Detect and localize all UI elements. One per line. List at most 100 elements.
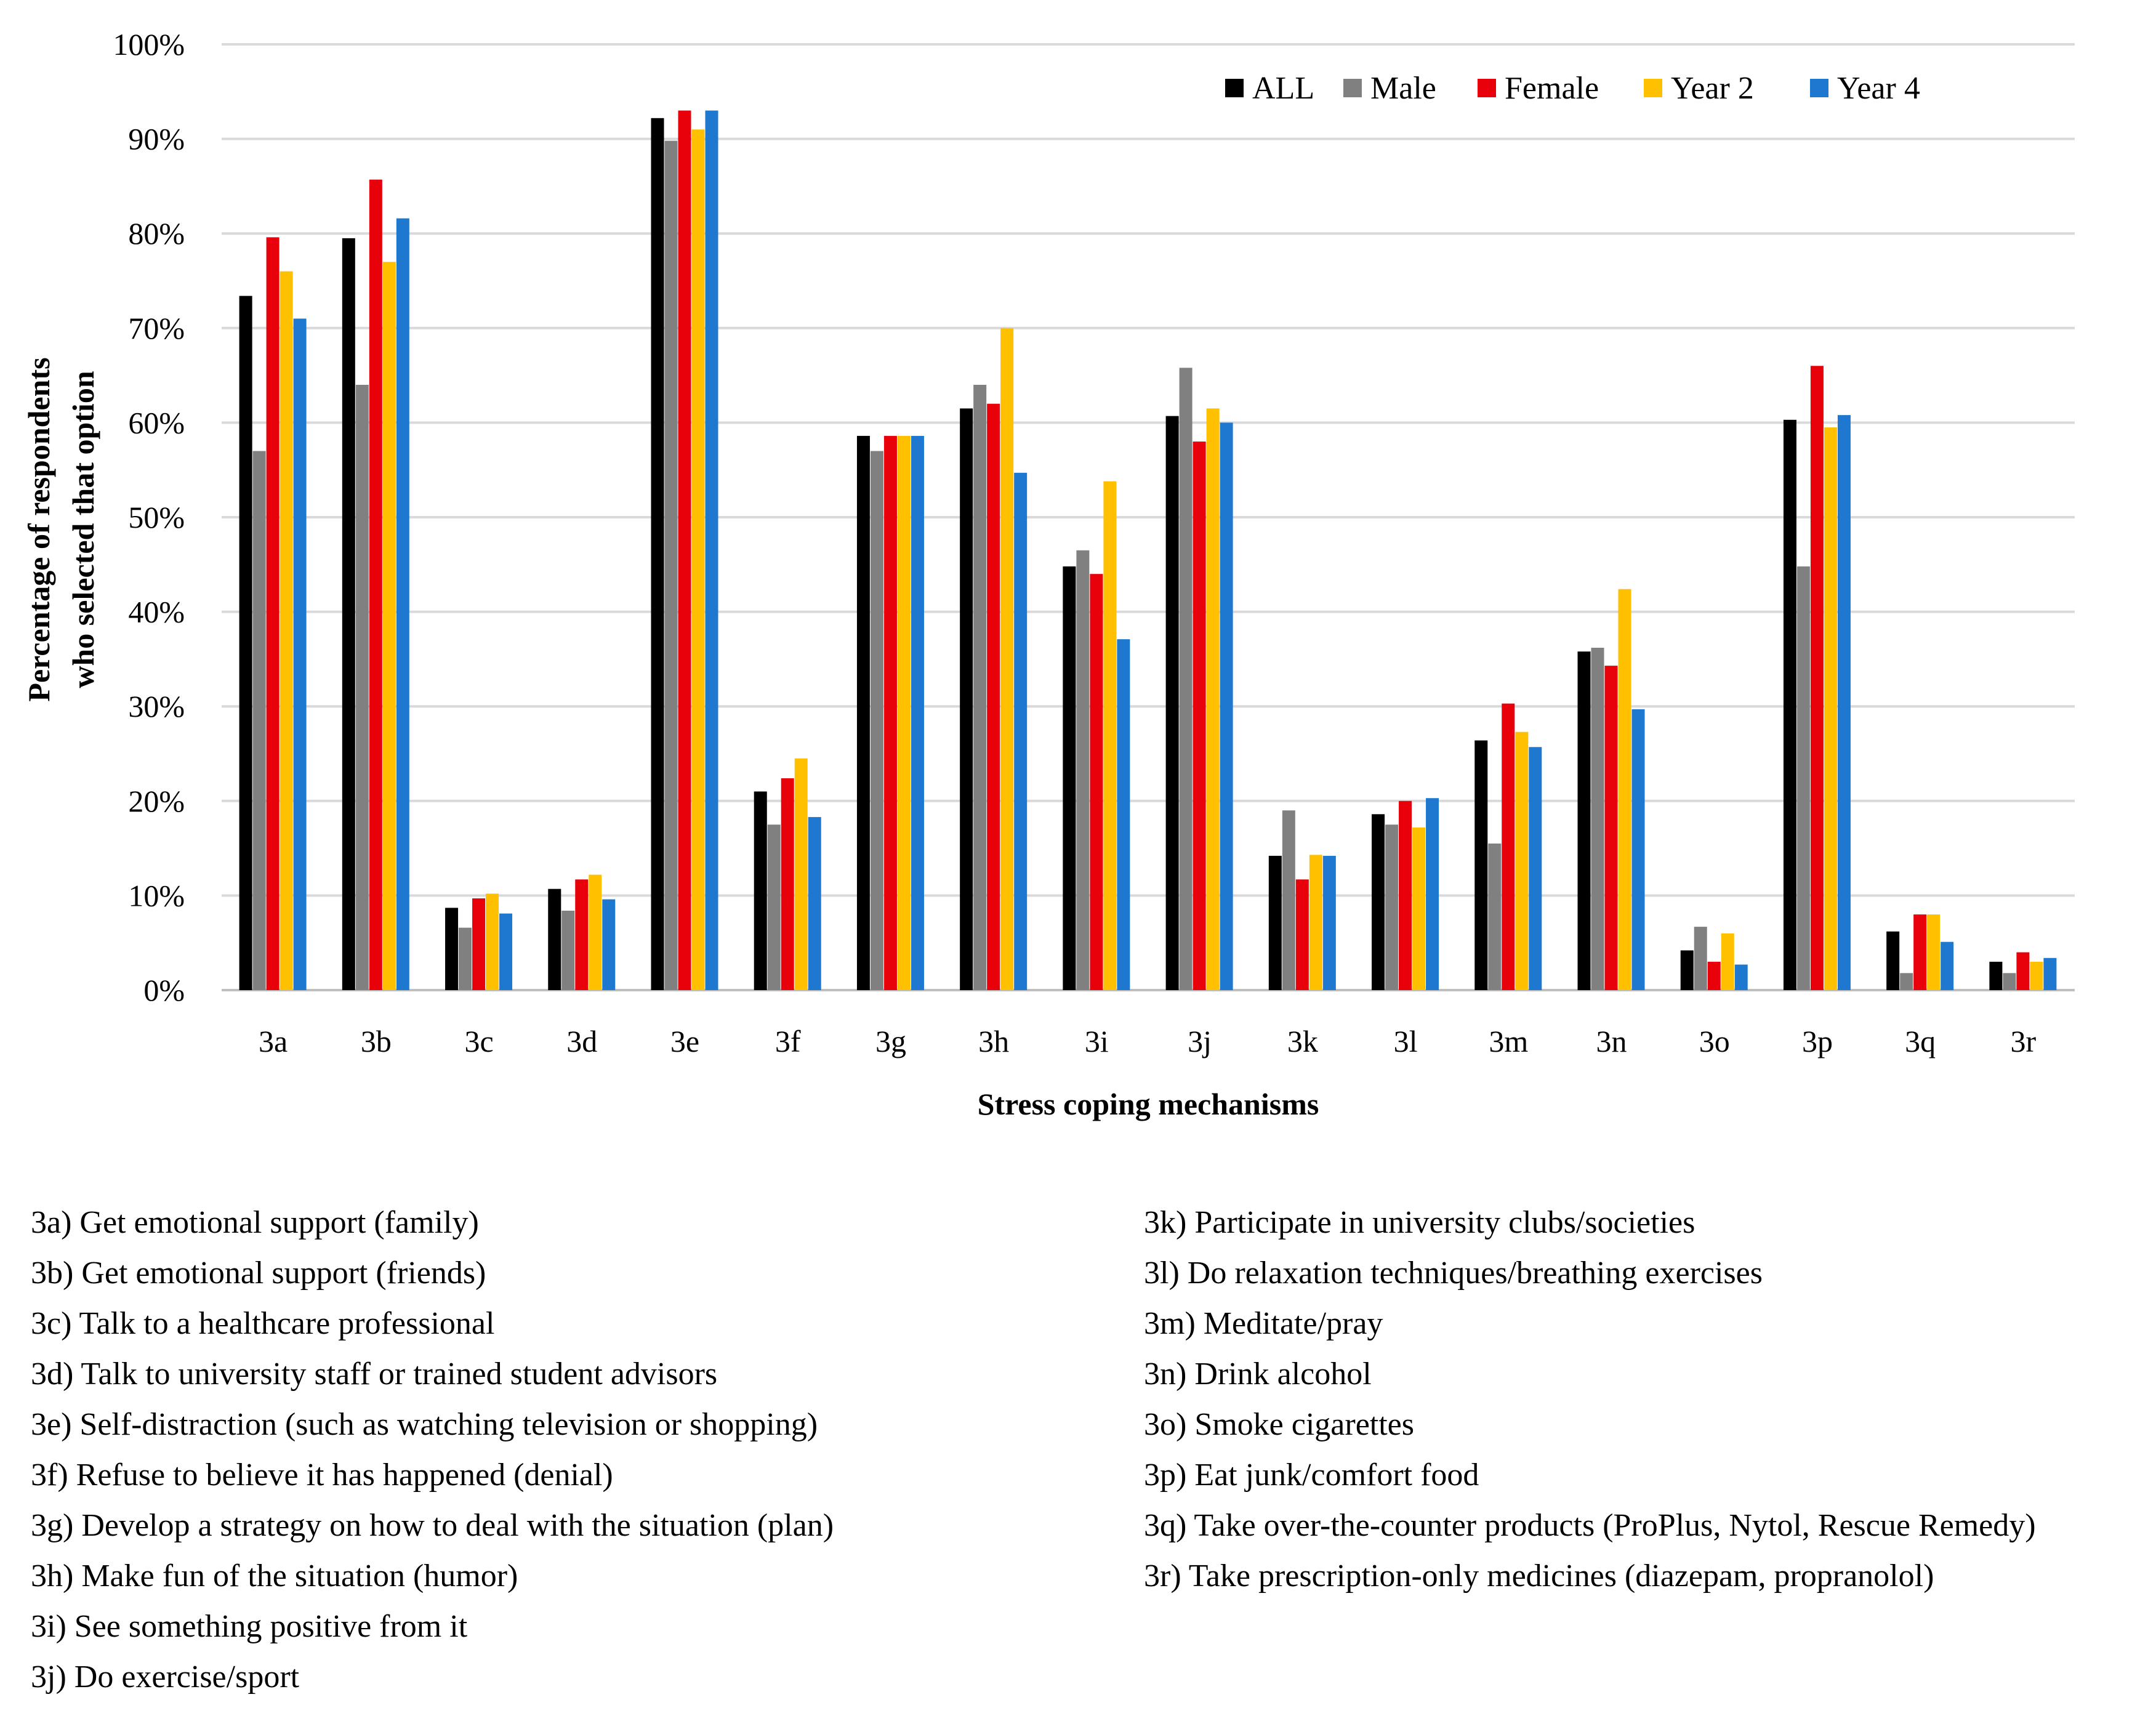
bar-year-4-3i [1117, 639, 1130, 990]
bar-all-3i [1063, 566, 1076, 990]
legend-swatch-all [1225, 79, 1244, 97]
bar-all-3g [856, 435, 870, 990]
bar-male-3q [1900, 973, 1913, 990]
x-tick-label-3e: 3e [670, 1024, 699, 1058]
bar-female-3o [1707, 961, 1721, 990]
bar-year-4-3b [396, 218, 409, 990]
bar-female-3g [883, 435, 897, 990]
legend-swatch-year-4 [1810, 79, 1828, 97]
bar-female-3q [1913, 914, 1927, 990]
y-tick-label: 10% [128, 878, 185, 913]
note-3g: 3g) Develop a strategy on how to deal wi… [31, 1508, 834, 1543]
bar-female-3b [369, 179, 382, 991]
legend-label-year-2: Year 2 [1671, 71, 1754, 106]
bar-male-3o [1694, 927, 1707, 990]
x-tick-label-3p: 3p [1802, 1024, 1833, 1058]
y-axis-ticks: 0% 10% 20% 30% 40% 50% 60% 70% 80% 90% 100% [113, 27, 185, 1007]
bar-all-3e [651, 118, 664, 991]
bar-year-2-3j [1206, 408, 1220, 990]
bar-year-4-3p [1837, 415, 1851, 990]
note-3o: 3o) Smoke cigarettes [1144, 1407, 1414, 1442]
note-3n: 3n) Drink alcohol [1144, 1356, 1372, 1392]
bar-female-3m [1502, 703, 1515, 990]
bar-year-2-3g [897, 435, 911, 990]
bar-year-2-3d [589, 874, 602, 990]
bar-year-4-3j [1220, 422, 1233, 990]
bar-year-4-3a [293, 318, 307, 991]
bar-year-4-3m [1529, 747, 1542, 990]
x-tick-label-3q: 3q [1905, 1024, 1936, 1058]
bar-year-4-3r [2043, 957, 2057, 990]
bar-all-3n [1577, 651, 1591, 990]
bar-male-3j [1179, 368, 1193, 990]
bar-year-2-3a [280, 271, 293, 990]
bar-all-3m [1474, 740, 1488, 990]
bar-year-2-3f [794, 758, 808, 990]
x-tick-label-3l: 3l [1394, 1024, 1418, 1058]
bar-year-2-3c [486, 893, 499, 990]
bar-all-3p [1783, 419, 1796, 990]
y-axis-title-line: who selected that option [66, 371, 100, 688]
bar-year-2-3r [2030, 961, 2043, 990]
legend-swatch-year-2 [1644, 79, 1662, 97]
y-tick-label: 0% [143, 973, 185, 1007]
notes-right-column: 3k) Participate in university clubs/soci… [1144, 1198, 2154, 1602]
note-3a: 3a) Get emotional support (family) [31, 1205, 479, 1240]
y-tick-label: 60% [128, 405, 185, 440]
note-3q: 3q) Take over-the-counter products (ProP… [1144, 1508, 2036, 1543]
bar-year-2-3p [1824, 427, 1837, 990]
x-tick-label-3o: 3o [1699, 1024, 1730, 1058]
x-axis-title: Stress coping mechanisms [978, 1087, 1319, 1121]
bar-year-4-3k [1322, 855, 1336, 990]
bar-all-3k [1268, 855, 1282, 990]
bar-all-3l [1372, 814, 1385, 990]
bar-female-3l [1399, 800, 1412, 990]
bar-year-2-3l [1412, 827, 1426, 990]
bar-year-4-3f [808, 816, 821, 990]
bar-male-3c [459, 927, 472, 990]
x-tick-label-3c: 3c [464, 1024, 493, 1058]
bar-male-3d [561, 910, 575, 990]
bar-year-4-3n [1631, 709, 1645, 990]
note-3e: 3e) Self-distraction (such as watching t… [31, 1407, 818, 1442]
y-tick-label: 100% [113, 27, 185, 62]
bar-male-3g [870, 451, 883, 990]
y-tick-label: 70% [128, 311, 185, 345]
y-tick-label: 50% [128, 500, 185, 534]
note-3j: 3j) Do exercise/sport [31, 1659, 300, 1695]
note-3f: 3f) Refuse to believe it has happened (d… [31, 1457, 613, 1493]
bar-year-4-3e [705, 110, 718, 990]
bar-female-3d [575, 879, 589, 990]
x-tick-label-3j: 3j [1188, 1024, 1212, 1058]
bar-female-3k [1295, 879, 1309, 990]
gridlines [222, 43, 2075, 991]
bar-year-2-3m [1515, 732, 1529, 990]
x-axis-ticks: 3a 3b 3c 3d 3e 3f 3g 3h 3i 3j 3k 3l 3m 3n 3o 3p 3q 3r [259, 1024, 2037, 1058]
bar-all-3a [239, 296, 252, 991]
legend-label-year-4: Year 4 [1837, 71, 1920, 106]
bar-all-3h [960, 408, 973, 990]
bar-female-3f [781, 778, 794, 990]
bar-male-3r [2003, 973, 2016, 990]
bar-female-3e [678, 110, 691, 990]
bar-female-3j [1193, 441, 1206, 990]
bar-all-3j [1165, 416, 1179, 990]
bar-year-2-3n [1618, 589, 1631, 990]
bar-male-3f [767, 824, 781, 990]
legend-swatch-male [1343, 79, 1362, 97]
bar-male-3p [1796, 566, 1810, 990]
bar-all-3r [1989, 961, 2003, 990]
y-tick-label: 90% [128, 122, 185, 156]
x-tick-label-3a: 3a [259, 1024, 288, 1058]
bar-male-3i [1076, 550, 1090, 990]
bar-year-2-3e [691, 129, 705, 991]
bar-male-3h [973, 384, 987, 990]
note-3p: 3p) Eat junk/comfort food [1144, 1457, 1479, 1493]
bar-year-4-3g [911, 435, 924, 990]
x-tick-label-3b: 3b [361, 1024, 392, 1058]
note-3m: 3m) Meditate/pray [1144, 1306, 1383, 1341]
bar-all-3q [1886, 931, 1900, 990]
bar-year-4-3d [602, 899, 616, 990]
notes-left-column: 3a) Get emotional support (family) 3b) G… [31, 1198, 1127, 1703]
note-3b: 3b) Get emotional support (friends) [31, 1256, 486, 1291]
